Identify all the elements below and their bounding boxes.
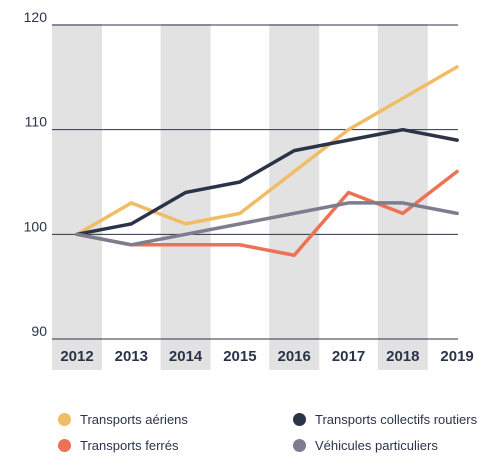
background-bands xyxy=(52,24,428,370)
legend-item-transports-aeriens: Transports aériens xyxy=(58,412,188,427)
y-axis-ticks: 90 100 110 120 xyxy=(24,9,48,339)
gridlines xyxy=(52,24,458,340)
legend-marker-icon xyxy=(293,439,306,452)
series-line-v-hicules-particuliers xyxy=(75,201,459,247)
y-tick-label: 90 xyxy=(31,323,47,339)
x-tick-label: 2017 xyxy=(332,348,365,365)
x-tick-label: 2018 xyxy=(386,348,419,365)
y-tick-label: 110 xyxy=(25,114,48,130)
legend-label: Véhicules particuliers xyxy=(315,438,438,453)
background-band xyxy=(377,24,428,370)
line-chart: 90 100 110 120 2012 2013 2014 2015 2016 2017 2018… xyxy=(24,9,474,370)
legend-item-vehicules-particuliers: Véhicules particuliers xyxy=(293,438,438,453)
legend-item-transports-ferres: Transports ferrés xyxy=(58,438,179,453)
x-tick-label: 2015 xyxy=(223,348,256,365)
series-lines xyxy=(75,65,459,258)
series-line-transports-collectifs-routiers xyxy=(75,127,459,237)
legend-label: Transports aériens xyxy=(80,412,188,427)
x-tick-label: 2013 xyxy=(115,348,148,365)
legend-item-transports-collectifs-routiers: Transports collectifs routiers xyxy=(293,412,477,427)
series-line-transports-a-riens xyxy=(75,65,459,237)
legend-marker-icon xyxy=(58,413,71,426)
y-tick-label: 120 xyxy=(24,9,48,25)
legend: Transports aériens Transports collectifs… xyxy=(0,400,500,460)
x-tick-label: 2012 xyxy=(60,348,93,365)
legend-label: Transports collectifs routiers xyxy=(315,412,478,427)
legend-label: Transports ferrés xyxy=(80,438,179,453)
legend-marker-icon xyxy=(293,413,306,426)
background-band xyxy=(52,24,102,370)
x-tick-label: 2016 xyxy=(278,348,311,365)
legend-marker-icon xyxy=(58,439,71,452)
x-tick-label: 2019 xyxy=(440,348,473,365)
x-tick-label: 2014 xyxy=(169,348,203,365)
background-band xyxy=(160,24,211,370)
y-tick-label: 100 xyxy=(24,218,48,234)
x-axis-ticks: 2012 2013 2014 2015 2016 2017 2018 2019 xyxy=(60,348,473,365)
background-band xyxy=(269,24,320,370)
